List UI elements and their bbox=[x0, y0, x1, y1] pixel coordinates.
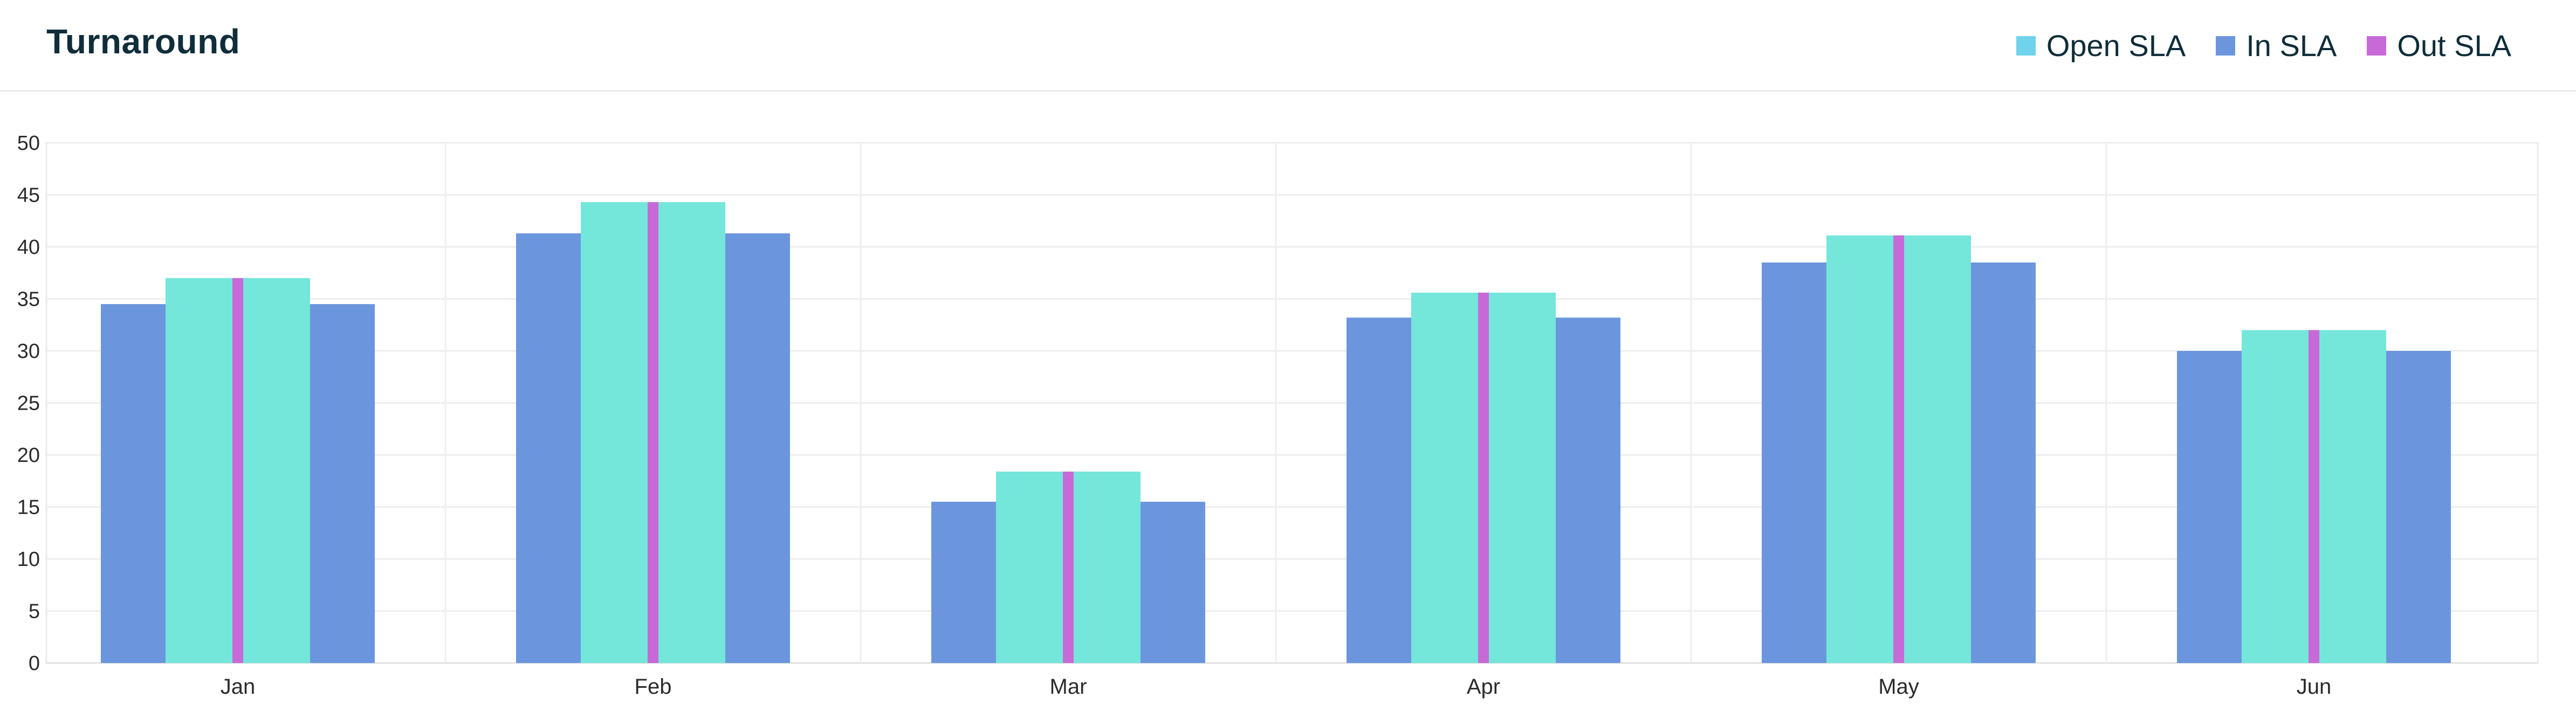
x-tick-label: Feb bbox=[635, 675, 672, 699]
y-tick-label: 10 bbox=[17, 548, 40, 571]
y-tick-label: 45 bbox=[17, 184, 40, 207]
legend: Open SLA In SLA Out SLA bbox=[2016, 28, 2511, 63]
chart-header: Turnaround Open SLA In SLA Out SLA bbox=[0, 0, 2576, 92]
bar-out-sla-may bbox=[1893, 235, 1904, 663]
bar-out-sla-feb bbox=[648, 202, 658, 663]
x-tick-label: Jan bbox=[221, 675, 256, 699]
bar-out-sla-jun bbox=[2309, 330, 2319, 663]
y-tick-label: 30 bbox=[17, 340, 40, 363]
x-tick-label: May bbox=[1878, 675, 1919, 699]
legend-swatch-open-sla bbox=[2016, 36, 2036, 56]
x-tick-label: Mar bbox=[1050, 675, 1087, 699]
y-tick-label: 0 bbox=[29, 652, 40, 675]
legend-swatch-out-sla bbox=[2367, 36, 2387, 56]
bar-chart: 0 5 10 15 20 25 30 35 40 45 50 Jan Feb Mar Apr May Jun bbox=[0, 92, 2576, 725]
chart-svg: 0 5 10 15 20 25 30 35 40 45 50 Jan Feb Mar Apr May Jun bbox=[17, 132, 2539, 699]
y-tick-label: 40 bbox=[17, 236, 40, 259]
bar-out-sla-mar bbox=[1063, 471, 1074, 663]
legend-item-out-sla[interactable]: Out SLA bbox=[2367, 28, 2511, 63]
page-title: Turnaround bbox=[46, 22, 241, 61]
y-tick-label: 20 bbox=[17, 444, 40, 467]
bar-out-sla-jan bbox=[232, 278, 243, 663]
legend-label-in-sla: In SLA bbox=[2246, 29, 2337, 63]
bar-out-sla-apr bbox=[1478, 292, 1489, 663]
y-tick-label: 50 bbox=[17, 132, 40, 155]
legend-item-in-sla[interactable]: In SLA bbox=[2216, 28, 2337, 63]
y-tick-label: 25 bbox=[17, 392, 40, 415]
legend-item-open-sla[interactable]: Open SLA bbox=[2016, 28, 2186, 63]
y-tick-label: 15 bbox=[17, 496, 40, 519]
y-tick-label: 35 bbox=[17, 288, 40, 311]
legend-label-out-sla: Out SLA bbox=[2397, 29, 2511, 63]
y-tick-label: 5 bbox=[29, 600, 40, 623]
legend-label-open-sla: Open SLA bbox=[2046, 29, 2186, 63]
legend-swatch-in-sla bbox=[2216, 36, 2236, 56]
x-tick-label: Apr bbox=[1467, 675, 1500, 699]
x-tick-label: Jun bbox=[2297, 675, 2332, 699]
